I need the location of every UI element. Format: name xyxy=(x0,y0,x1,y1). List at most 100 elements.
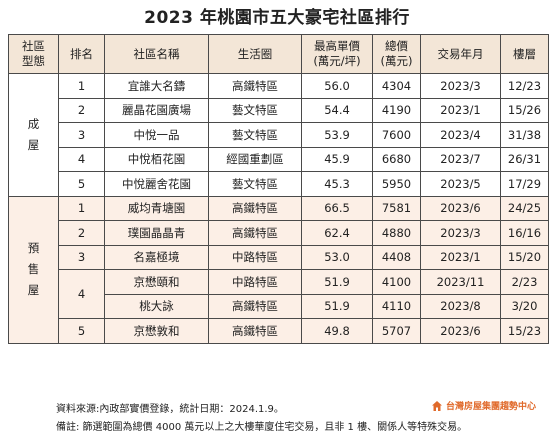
total-cell: 4100 xyxy=(372,269,421,295)
date-cell: 2023/11 xyxy=(420,269,501,295)
area-cell: 高鐵特區 xyxy=(208,293,302,319)
floor-cell: 16/16 xyxy=(500,220,549,246)
house-logo-icon xyxy=(432,400,442,411)
area-cell: 藝文特區 xyxy=(208,97,302,123)
rank-cell: 4 xyxy=(58,146,105,172)
table-row: 5 京懋敦和 高鐵特區 49.8 5707 2023/6 15/23 xyxy=(9,318,549,344)
area-cell: 高鐵特區 xyxy=(208,318,302,344)
area-cell: 中路特區 xyxy=(208,269,302,295)
table-row: 2 麗晶花園廣場 藝文特區 54.4 4190 2023/1 15/26 xyxy=(9,97,549,123)
total-cell: 4408 xyxy=(372,244,421,270)
area-cell: 經國重劃區 xyxy=(208,146,302,172)
brand-text: 台灣房屋集團趨勢中心 xyxy=(446,402,537,412)
floor-cell: 2/23 xyxy=(500,269,549,295)
name-cell: 京懋頤和 xyxy=(104,269,209,295)
table-row: 5 中悅麗舍花園 藝文特區 45.3 5950 2023/5 17/29 xyxy=(9,171,549,197)
date-cell: 2023/6 xyxy=(420,195,501,221)
table-row: 預售屋 1 威均青塘園 高鐵特區 66.5 7581 2023/6 24/25 xyxy=(8,195,549,344)
total-cell: 6680 xyxy=(372,146,421,172)
page-title: 2023 年桃園市五大豪宅社區排行 xyxy=(144,8,410,28)
name-cell: 威均青塘園 xyxy=(104,195,209,221)
rank-cell: 2 xyxy=(58,220,105,246)
name-cell: 璞園晶晶青 xyxy=(104,220,209,246)
category-cell-completed: 成屋 xyxy=(8,73,59,197)
total-cell: 7581 xyxy=(372,195,421,221)
header-name: 社區名稱 xyxy=(104,34,209,74)
header-total: 總價 (萬元) xyxy=(372,34,421,74)
table-row: 成屋 1 宜誰大名鑄 高鐵特區 56.0 4304 2023/3 12/23 xyxy=(8,73,549,197)
table-row: 桃大詠 高鐵特區 51.9 4110 2023/8 3/20 xyxy=(9,293,549,319)
header-floor: 樓層 xyxy=(500,34,549,74)
rank-cell: 2 xyxy=(58,97,105,123)
floor-cell: 31/38 xyxy=(500,122,549,148)
floor-cell: 15/26 xyxy=(500,97,549,123)
rank-cell: 1 xyxy=(58,73,105,99)
unit-price-cell: 66.5 xyxy=(301,195,373,221)
name-cell: 京懋敦和 xyxy=(104,318,209,344)
date-cell: 2023/8 xyxy=(420,293,501,319)
floor-cell: 17/29 xyxy=(500,171,549,197)
brand-logo: 台灣房屋集團趨勢中心 xyxy=(431,399,536,412)
total-cell: 4304 xyxy=(372,73,421,99)
date-cell: 2023/7 xyxy=(420,146,501,172)
floor-cell: 12/23 xyxy=(500,73,549,99)
date-cell: 2023/3 xyxy=(420,220,501,246)
unit-price-cell: 49.8 xyxy=(301,318,373,344)
date-cell: 2023/1 xyxy=(420,244,501,270)
rank-cell: 5 xyxy=(58,171,105,197)
unit-price-cell: 62.4 xyxy=(301,220,373,246)
unit-price-cell: 45.3 xyxy=(301,171,373,197)
ranking-table: 社區 型態 排名 社區名稱 生活圈 最高單價 (萬元/坪) 總價 (萬元) 交易年月 … xyxy=(8,34,549,344)
header-unit-price: 最高單價 (萬元/坪) xyxy=(301,34,373,74)
date-cell: 2023/3 xyxy=(420,73,501,99)
area-cell: 高鐵特區 xyxy=(208,220,302,246)
area-cell: 藝文特區 xyxy=(208,171,302,197)
total-cell: 5707 xyxy=(372,318,421,344)
name-cell: 桃大詠 xyxy=(104,293,209,319)
area-cell: 中路特區 xyxy=(208,244,302,270)
floor-cell: 15/20 xyxy=(500,244,549,270)
total-cell: 4880 xyxy=(372,220,421,246)
unit-price-cell: 51.9 xyxy=(301,293,373,319)
remark-note: 備註: 篩選範圍為總價 4000 萬元以上之大樓華廈住宅交易，且非 1 樓、關係… xyxy=(56,422,468,433)
unit-price-cell: 56.0 xyxy=(301,73,373,99)
header-row: 社區 型態 排名 社區名稱 生活圈 最高單價 (萬元/坪) 總價 (萬元) 交易年月 … xyxy=(8,34,549,74)
name-cell: 名嘉極境 xyxy=(104,244,209,270)
date-cell: 2023/6 xyxy=(420,318,501,344)
rank-cell: 3 xyxy=(58,244,105,270)
floor-cell: 26/31 xyxy=(500,146,549,172)
rank-cell: 3 xyxy=(58,122,105,148)
area-cell: 高鐵特區 xyxy=(208,195,302,221)
table-row: 2 璞園晶晶青 高鐵特區 62.4 4880 2023/3 16/16 xyxy=(9,220,549,246)
total-cell: 7600 xyxy=(372,122,421,148)
date-cell: 2023/4 xyxy=(420,122,501,148)
date-cell: 2023/5 xyxy=(420,171,501,197)
rank-cell: 5 xyxy=(58,318,105,344)
floor-cell: 15/23 xyxy=(500,318,549,344)
name-cell: 中悅栢花園 xyxy=(104,146,209,172)
area-cell: 藝文特區 xyxy=(208,122,302,148)
unit-price-cell: 53.9 xyxy=(301,122,373,148)
header-rank: 排名 xyxy=(58,34,105,74)
floor-cell: 24/25 xyxy=(500,195,549,221)
unit-price-cell: 51.9 xyxy=(301,269,373,295)
unit-price-cell: 53.0 xyxy=(301,244,373,270)
table-row: 3 名嘉極境 中路特區 53.0 4408 2023/1 15/20 xyxy=(9,244,549,270)
header-date: 交易年月 xyxy=(420,34,501,74)
total-cell: 4190 xyxy=(372,97,421,123)
category-cell-presale: 預售屋 xyxy=(8,195,59,344)
rank-cell: 1 xyxy=(58,195,105,221)
table-row: 4 中悅栢花園 經國重劃區 45.9 6680 2023/7 26/31 xyxy=(9,146,549,172)
name-cell: 宜誰大名鑄 xyxy=(104,73,209,99)
source-note: 資料來源:內政部實價登錄，統計日期：2024.1.9。 xyxy=(56,404,284,415)
total-cell: 5950 xyxy=(372,171,421,197)
unit-price-cell: 54.4 xyxy=(301,97,373,123)
name-cell: 麗晶花園廣場 xyxy=(104,97,209,123)
table-row: 4 京懋頤和 中路特區 51.9 4100 2023/11 2/23 xyxy=(9,269,549,319)
name-cell: 中悅一品 xyxy=(104,122,209,148)
floor-cell: 3/20 xyxy=(500,293,549,319)
name-cell: 中悅麗舍花園 xyxy=(104,171,209,197)
header-area: 生活圈 xyxy=(208,34,302,74)
total-cell: 4110 xyxy=(372,293,421,319)
header-type: 社區 型態 xyxy=(8,34,59,74)
